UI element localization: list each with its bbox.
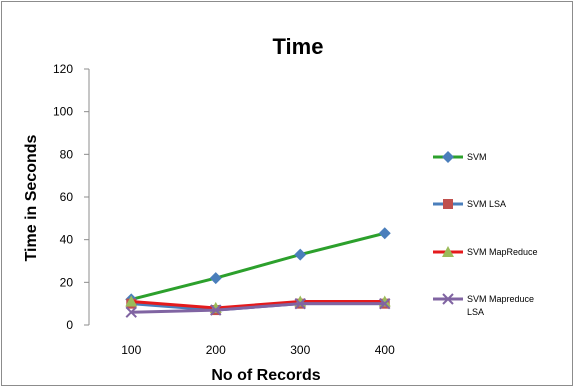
chart-title: Time [273,34,324,59]
legend-marker [442,151,454,163]
legend-item-svm-mapreduce-lsa: SVM Mapreduce LSA [433,293,534,317]
y-tick-label: 80 [60,147,74,161]
y-tick-label: 60 [60,190,74,204]
legend-item-svm-mapreduce: SVM MapReduce [433,246,538,257]
y-axis-title: Time in Seconds [23,134,40,261]
legend-label: SVM LSA [467,199,506,209]
y-tick-label: 0 [66,318,73,332]
x-axis-title: No of Records [211,367,320,384]
x-tick-label: 300 [290,343,310,357]
x-tick-label: 100 [121,343,141,357]
legend-marker [442,246,454,257]
data-point-svm-mapreduce-lsa [294,297,306,310]
data-point-svm [209,272,222,285]
y-tick-label: 120 [53,62,73,76]
data-point-svm-mapreduce-lsa [379,297,391,310]
legend-item-svm: SVM [433,151,487,163]
legend-label: SVM Mapreduce LSA [467,294,534,317]
y-tick-label: 40 [60,233,74,247]
legend-marker [443,199,453,209]
legend-marker [442,293,454,305]
data-point-svm [378,227,391,240]
y-tick-label: 20 [60,275,74,289]
series-svm [125,227,391,306]
legend-label: SVM [467,152,487,162]
series-line-svm [130,231,386,301]
legend-item-svm-lsa: SVM LSA [433,199,506,209]
legend-label: SVM MapReduce [467,247,538,257]
series-svm-mapreduce-lsa [125,297,391,318]
data-point-svm-mapreduce-lsa [125,306,137,318]
x-tick-label: 200 [206,343,226,357]
y-tick-label: 100 [53,105,73,119]
series-line-svm-mapreduce [131,300,385,310]
series-line-svm-mapreduce-lsa [131,302,385,314]
data-point-svm-mapreduce-lsa [210,304,222,316]
x-tick-label: 400 [375,343,395,357]
data-point-svm [294,248,307,261]
data-point-svm-mapreduce [125,295,138,307]
